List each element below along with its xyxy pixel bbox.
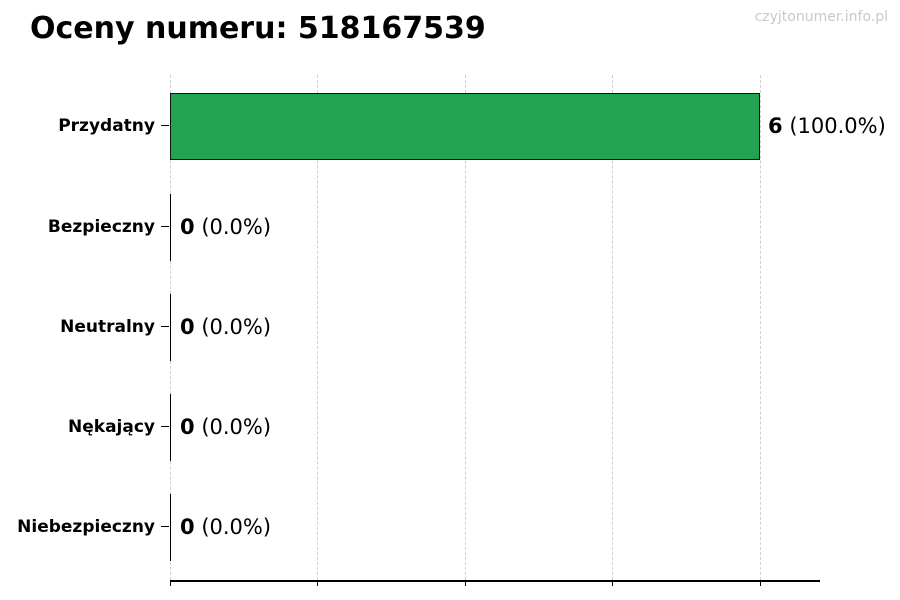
y-axis-label-przydatny: Przydatny <box>58 116 155 136</box>
value-number-nekajacy: 0 <box>180 415 195 439</box>
value-percent-bezpieczny: (0.0%) <box>201 215 272 239</box>
gridline-3 <box>465 75 466 580</box>
x-tick-4.5 <box>612 580 613 586</box>
bar-nekajacy <box>170 394 171 461</box>
value-number-niebezpieczny: 0 <box>180 515 195 539</box>
value-number-bezpieczny: 0 <box>180 215 195 239</box>
bar-neutralny <box>170 294 171 361</box>
chart-row-neutralny: Neutralny 0 (0.0%) <box>0 294 900 361</box>
value-percent-niebezpieczny: (0.0%) <box>201 515 272 539</box>
page-title: Oceny numeru: 518167539 <box>30 11 486 46</box>
gridline-6 <box>760 75 761 580</box>
value-percent-nekajacy: (0.0%) <box>201 415 272 439</box>
value-label-niebezpieczny: 0 (0.0%) <box>180 494 271 561</box>
chart-row-przydatny: Przydatny 6 (100.0%) <box>0 93 900 160</box>
x-tick-1.5 <box>317 580 318 586</box>
bar-bezpieczny <box>170 194 171 261</box>
y-axis-label-nekajacy: Nękający <box>68 417 155 437</box>
value-label-nekajacy: 0 (0.0%) <box>180 394 271 461</box>
y-tick-bezpieczny <box>161 226 169 227</box>
chart-row-niebezpieczny: Niebezpieczny 0 (0.0%) <box>0 494 900 561</box>
y-tick-przydatny <box>161 125 169 126</box>
value-label-neutralny: 0 (0.0%) <box>180 294 271 361</box>
value-percent-przydatny: (100.0%) <box>789 114 886 138</box>
y-tick-neutralny <box>161 326 169 327</box>
y-axis-label-niebezpieczny: Niebezpieczny <box>17 517 155 537</box>
value-label-przydatny: 6 (100.0%) <box>768 93 886 160</box>
y-tick-niebezpieczny <box>161 526 169 527</box>
y-tick-nekajacy <box>161 426 169 427</box>
gridline-4.5 <box>612 75 613 580</box>
y-axis-label-bezpieczny: Bezpieczny <box>47 217 155 237</box>
x-tick-6 <box>760 580 761 586</box>
value-label-bezpieczny: 0 (0.0%) <box>180 194 271 261</box>
x-tick-3 <box>465 580 466 586</box>
gridline-1.5 <box>317 75 318 580</box>
bar-niebezpieczny <box>170 494 171 561</box>
chart-row-bezpieczny: Bezpieczny 0 (0.0%) <box>0 194 900 261</box>
x-tick-0 <box>170 580 171 586</box>
chart-row-nekajacy: Nękający 0 (0.0%) <box>0 394 900 461</box>
site-watermark: czyjtonumer.info.pl <box>754 9 888 25</box>
x-axis-spine <box>170 580 820 582</box>
y-axis-label-neutralny: Neutralny <box>60 317 155 337</box>
value-number-neutralny: 0 <box>180 315 195 339</box>
value-percent-neutralny: (0.0%) <box>201 315 272 339</box>
bar-przydatny <box>170 93 760 160</box>
value-number-przydatny: 6 <box>768 114 783 138</box>
